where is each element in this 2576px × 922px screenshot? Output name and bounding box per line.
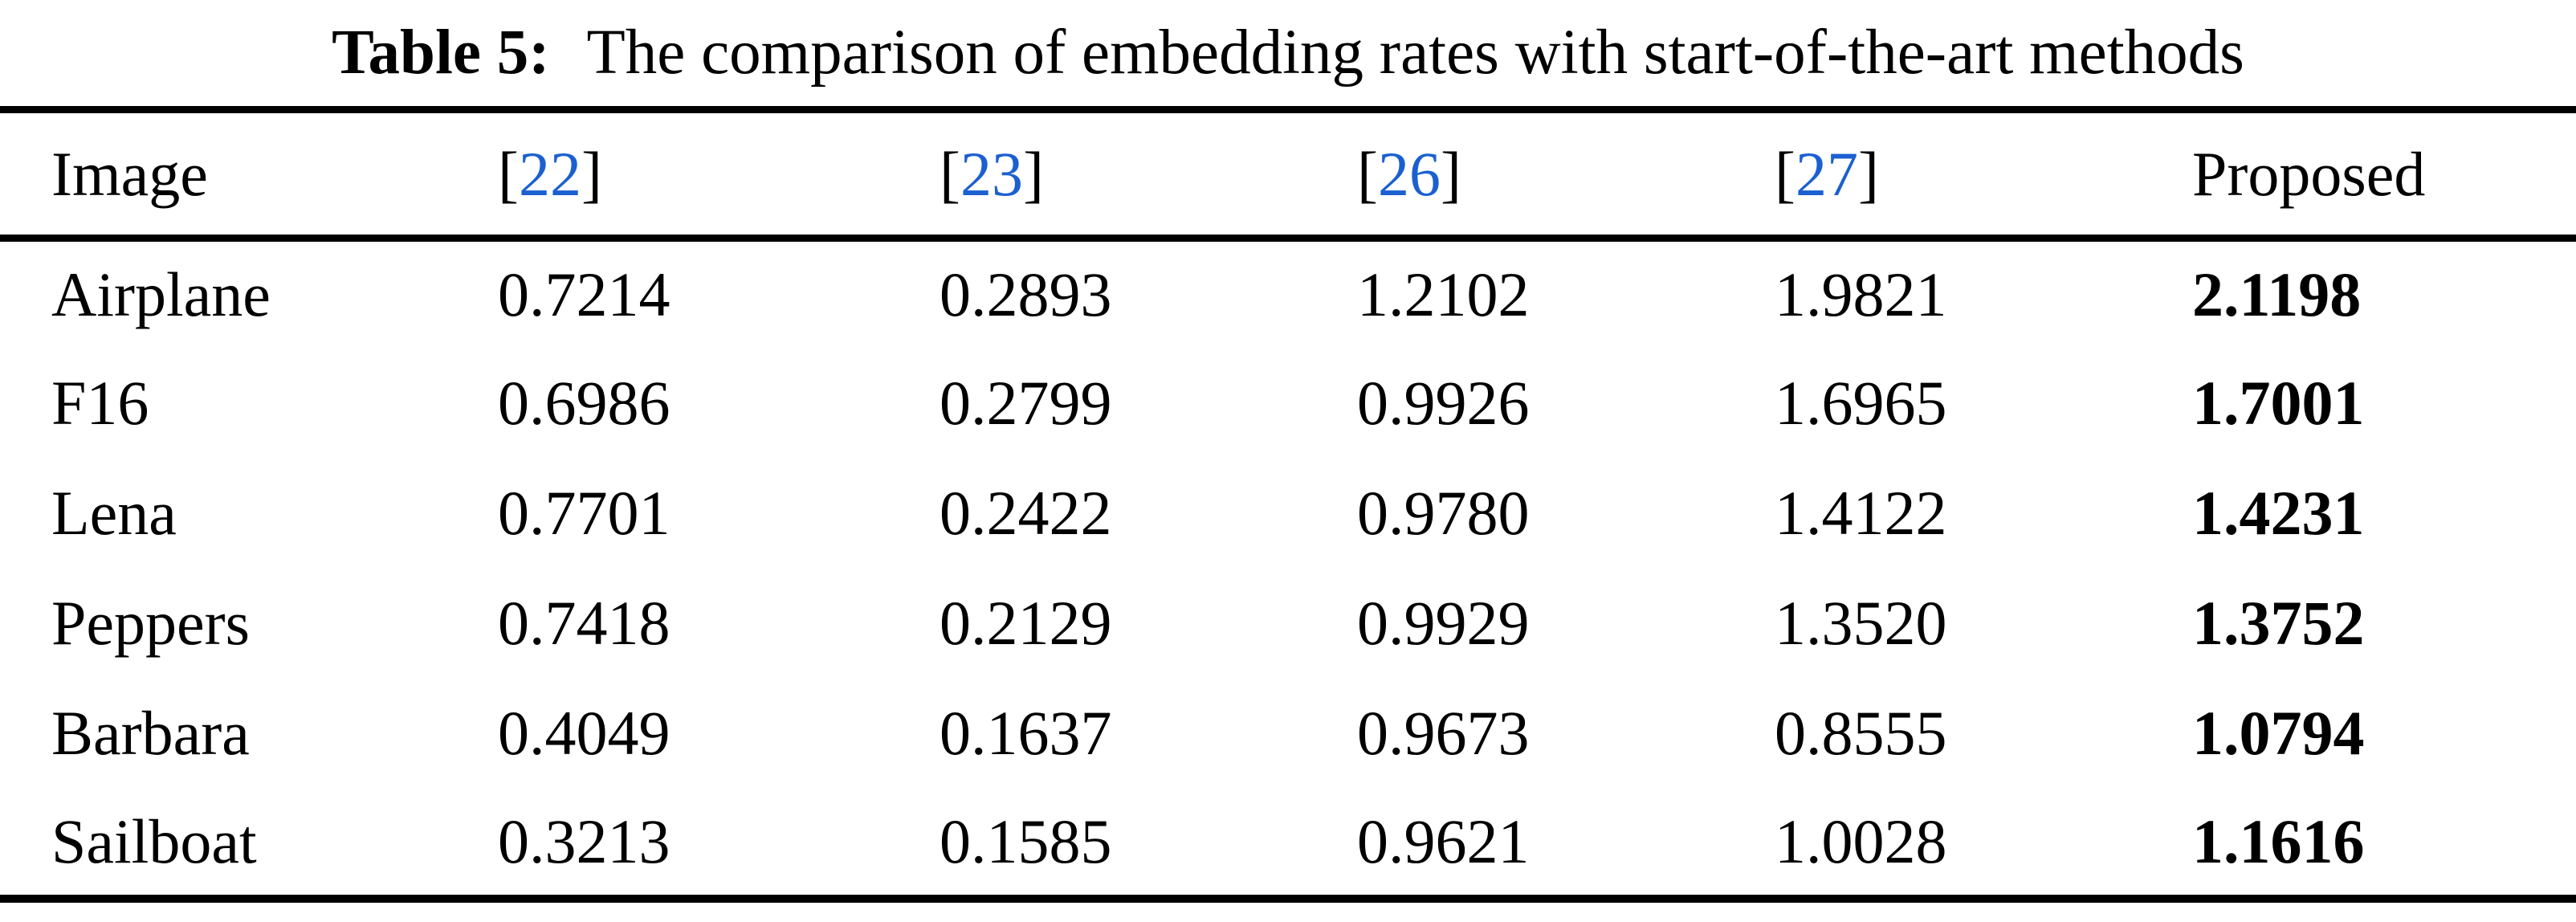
table-row: F16 0.6986 0.2799 0.9926 1.6965 1.7001 — [0, 349, 2576, 459]
cell-proposed: 1.7001 — [2192, 368, 2365, 438]
cell-ref26: 0.9926 — [1357, 368, 1530, 438]
cell-ref23: 0.2129 — [940, 588, 1112, 658]
cell-ref23: 0.1637 — [940, 698, 1112, 768]
row-label: Airplane — [51, 259, 271, 330]
bracket-close: ] — [1857, 138, 1879, 209]
table-caption-label: Table 5: — [332, 18, 550, 88]
table-caption: Table 5: The comparison of embedding rat… — [0, 0, 2576, 106]
column-header-ref-26: [26] — [1306, 109, 1723, 242]
column-header-proposed: Proposed — [2141, 109, 2576, 242]
table-row: Peppers 0.7418 0.2129 0.9929 1.3520 1.37… — [0, 569, 2576, 679]
bracket-close: ] — [581, 138, 602, 209]
cell-proposed: 1.0794 — [2192, 698, 2365, 768]
cell-ref23: 0.2799 — [940, 368, 1112, 438]
column-header-ref-23: [23] — [888, 109, 1306, 242]
row-label: Lena — [51, 478, 177, 548]
cell-ref22: 0.4049 — [498, 698, 670, 768]
row-label: Barbara — [51, 698, 250, 768]
cell-ref23: 0.1585 — [940, 806, 1112, 876]
bracket-open: [ — [498, 138, 519, 209]
bracket-close: ] — [1022, 138, 1044, 209]
citation-link-26[interactable]: 26 — [1377, 138, 1441, 209]
cell-ref26: 0.9929 — [1357, 588, 1530, 658]
cell-proposed: 1.4231 — [2192, 478, 2365, 548]
table-row: Airplane 0.7214 0.2893 1.2102 1.9821 2.1… — [0, 239, 2576, 349]
cell-ref23: 0.2422 — [940, 478, 1112, 548]
bracket-open: [ — [1775, 138, 1795, 209]
cell-proposed: 1.1616 — [2192, 806, 2365, 876]
cell-ref22: 0.7418 — [498, 588, 670, 658]
cell-ref26: 0.9673 — [1357, 698, 1530, 768]
cell-ref27: 1.4122 — [1775, 478, 1947, 548]
bracket-open: [ — [1357, 138, 1378, 209]
cell-ref22: 0.7214 — [498, 259, 670, 330]
table-caption-text: The comparison of embedding rates with s… — [586, 18, 2244, 88]
cell-ref27: 1.9821 — [1775, 259, 1947, 330]
cell-ref23: 0.2893 — [940, 259, 1112, 330]
header-row: Image [22] [23] [26] [27] Proposed — [0, 109, 2576, 242]
citation-link-23[interactable]: 23 — [960, 138, 1023, 209]
comparison-table: Image [22] [23] [26] [27] Proposed Airpl… — [0, 106, 2576, 903]
bracket-open: [ — [940, 138, 960, 209]
column-header-ref-22: [22] — [446, 109, 888, 242]
cell-ref26: 0.9621 — [1357, 806, 1530, 876]
cell-ref22: 0.7701 — [498, 478, 670, 548]
table-row: Sailboat 0.3213 0.1585 0.9621 1.0028 1.1… — [0, 789, 2576, 899]
citation-link-22[interactable]: 22 — [518, 138, 581, 209]
cell-ref27: 1.6965 — [1775, 368, 1947, 438]
cell-proposed: 2.1198 — [2192, 259, 2362, 330]
table-row: Barbara 0.4049 0.1637 0.9673 0.8555 1.07… — [0, 679, 2576, 789]
column-header-ref-27: [27] — [1723, 109, 2141, 242]
column-header-image: Image — [0, 109, 446, 242]
row-label: F16 — [51, 368, 149, 438]
cell-ref26: 0.9780 — [1357, 478, 1530, 548]
cell-ref26: 1.2102 — [1357, 259, 1530, 330]
row-label: Peppers — [51, 588, 250, 658]
citation-link-27[interactable]: 27 — [1795, 138, 1858, 209]
cell-ref22: 0.3213 — [498, 806, 670, 876]
bracket-close: ] — [1440, 138, 1461, 209]
table-row: Lena 0.7701 0.2422 0.9780 1.4122 1.4231 — [0, 459, 2576, 569]
cell-ref27: 0.8555 — [1775, 698, 1947, 768]
cell-ref27: 1.3520 — [1775, 588, 1947, 658]
row-label: Sailboat — [51, 806, 257, 876]
cell-proposed: 1.3752 — [2192, 588, 2365, 658]
cell-ref27: 1.0028 — [1775, 806, 1947, 876]
cell-ref22: 0.6986 — [498, 368, 670, 438]
